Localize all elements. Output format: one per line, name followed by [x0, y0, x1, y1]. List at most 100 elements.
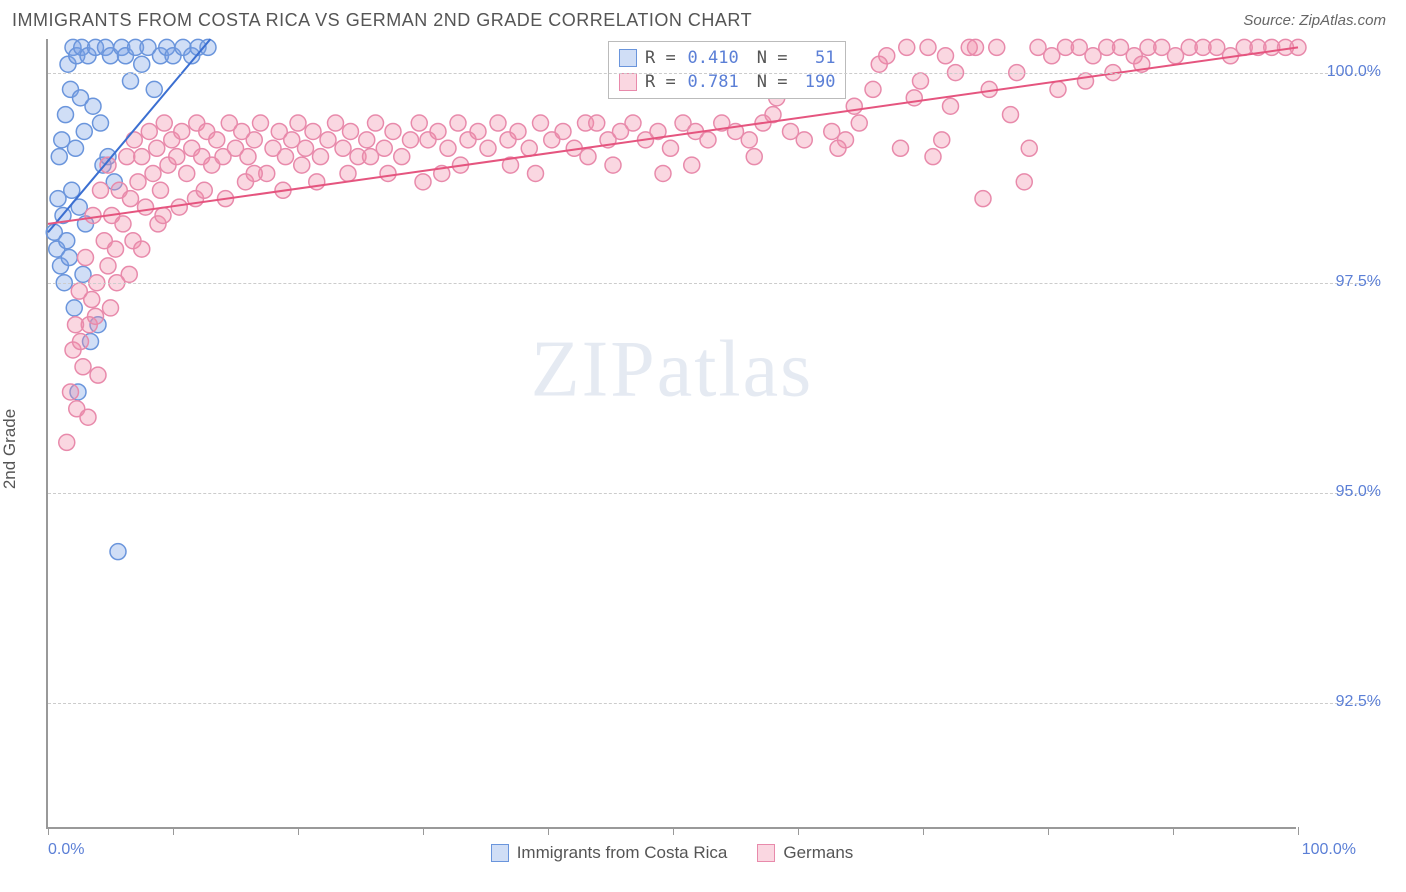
data-point [134, 241, 150, 257]
plot-area: ZIPatlas R =0.410N =51R =0.781N =190 Imm… [46, 39, 1296, 829]
correlation-legend: R =0.410N =51R =0.781N =190 [608, 41, 846, 99]
data-point [88, 308, 104, 324]
data-point [663, 140, 679, 156]
data-point [989, 39, 1005, 55]
legend-label: Immigrants from Costa Rica [517, 843, 728, 863]
data-point [123, 191, 139, 207]
data-point [84, 292, 100, 308]
series-legend: Immigrants from Costa Rica Germans [48, 843, 1296, 863]
x-tick [673, 827, 674, 835]
data-point [59, 434, 75, 450]
data-point [470, 123, 486, 139]
data-point [938, 48, 954, 64]
x-tick [1048, 827, 1049, 835]
data-point [359, 132, 375, 148]
data-point [906, 90, 922, 106]
data-point [746, 149, 762, 165]
data-point [80, 409, 96, 425]
data-point [320, 132, 336, 148]
data-point [343, 123, 359, 139]
data-point [78, 250, 94, 266]
data-point [145, 165, 161, 181]
data-point [156, 115, 172, 131]
data-point [134, 149, 150, 165]
data-point [521, 140, 537, 156]
data-point [363, 149, 379, 165]
data-point [380, 165, 396, 181]
data-point [169, 149, 185, 165]
data-point [1003, 107, 1019, 123]
x-tick [923, 827, 924, 835]
data-point [240, 149, 256, 165]
data-point [126, 132, 142, 148]
data-point [385, 123, 401, 139]
data-point [85, 207, 101, 223]
grid-line [48, 73, 1378, 74]
data-point [155, 207, 171, 223]
data-point [700, 132, 716, 148]
data-point [440, 140, 456, 156]
data-point [290, 115, 306, 131]
data-point [59, 233, 75, 249]
data-point [1078, 73, 1094, 89]
data-point [865, 81, 881, 97]
data-point [196, 182, 212, 198]
data-point [920, 39, 936, 55]
y-tick-label: 100.0% [1327, 63, 1381, 81]
data-point [1021, 140, 1037, 156]
data-point [605, 157, 621, 173]
data-point [555, 123, 571, 139]
legend-row: R =0.410N =51 [619, 46, 835, 70]
data-point [589, 115, 605, 131]
data-point [141, 123, 157, 139]
plot-svg [48, 39, 1296, 827]
data-point [246, 132, 262, 148]
data-point [328, 115, 344, 131]
data-point [110, 544, 126, 560]
data-point [411, 115, 427, 131]
data-point [138, 199, 154, 215]
data-point [430, 123, 446, 139]
x-tick [798, 827, 799, 835]
x-tick [548, 827, 549, 835]
y-tick-label: 97.5% [1336, 273, 1381, 291]
y-tick-label: 92.5% [1336, 693, 1381, 711]
data-point [63, 384, 79, 400]
data-point [913, 73, 929, 89]
data-point [684, 157, 700, 173]
data-point [93, 182, 109, 198]
legend-label: Germans [783, 843, 853, 863]
data-point [130, 174, 146, 190]
data-point [90, 367, 106, 383]
data-point [103, 300, 119, 316]
y-axis-label: 2nd Grade [0, 409, 20, 489]
legend-swatch [491, 844, 509, 862]
data-point [625, 115, 641, 131]
data-point [490, 115, 506, 131]
grid-line [48, 493, 1378, 494]
data-point [335, 140, 351, 156]
data-point [115, 216, 131, 232]
data-point [796, 132, 812, 148]
x-tick [423, 827, 424, 835]
data-point [925, 149, 941, 165]
legend-item: Immigrants from Costa Rica [491, 843, 728, 863]
data-point [975, 191, 991, 207]
data-point [76, 123, 92, 139]
data-point [179, 165, 195, 181]
data-point [100, 258, 116, 274]
data-point [66, 300, 82, 316]
data-point [93, 115, 109, 131]
data-point [480, 140, 496, 156]
legend-swatch [757, 844, 775, 862]
data-point [871, 56, 887, 72]
data-point [1050, 81, 1066, 97]
data-point [340, 165, 356, 181]
data-point [68, 140, 84, 156]
data-point [1016, 174, 1032, 190]
x-tick [1173, 827, 1174, 835]
chart-title: IMMIGRANTS FROM COSTA RICA VS GERMAN 2ND… [12, 10, 752, 31]
data-point [943, 98, 959, 114]
data-point [58, 107, 74, 123]
data-point [123, 73, 139, 89]
